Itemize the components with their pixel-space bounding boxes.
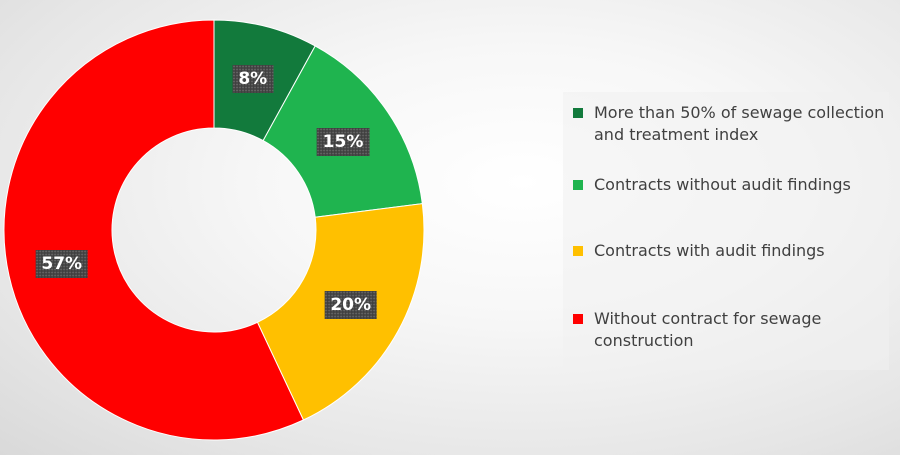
legend-label: Without contract for sewage construction [594,309,822,350]
legend-swatch [573,246,583,256]
legend-swatch [573,314,583,324]
legend-swatch [573,180,583,190]
slice-without-contract-for-sewage-construction [3,19,305,441]
legend-label: More than 50% of sewage collection and t… [594,103,885,144]
data-label-more-than-50-of-sewage-collection-and-treatment-index: 8% [232,64,274,93]
legend-swatch [573,108,583,118]
data-label-contracts-without-audit-findings: 15% [316,128,370,157]
data-label-contracts-with-audit-findings: 20% [324,291,378,320]
data-label-without-contract-for-sewage-construction: 57% [35,250,89,279]
chart-legend: More than 50% of sewage collection and t… [563,92,889,370]
legend-label: Contracts without audit findings [594,175,851,194]
legend-label: Contracts with audit findings [594,241,825,260]
